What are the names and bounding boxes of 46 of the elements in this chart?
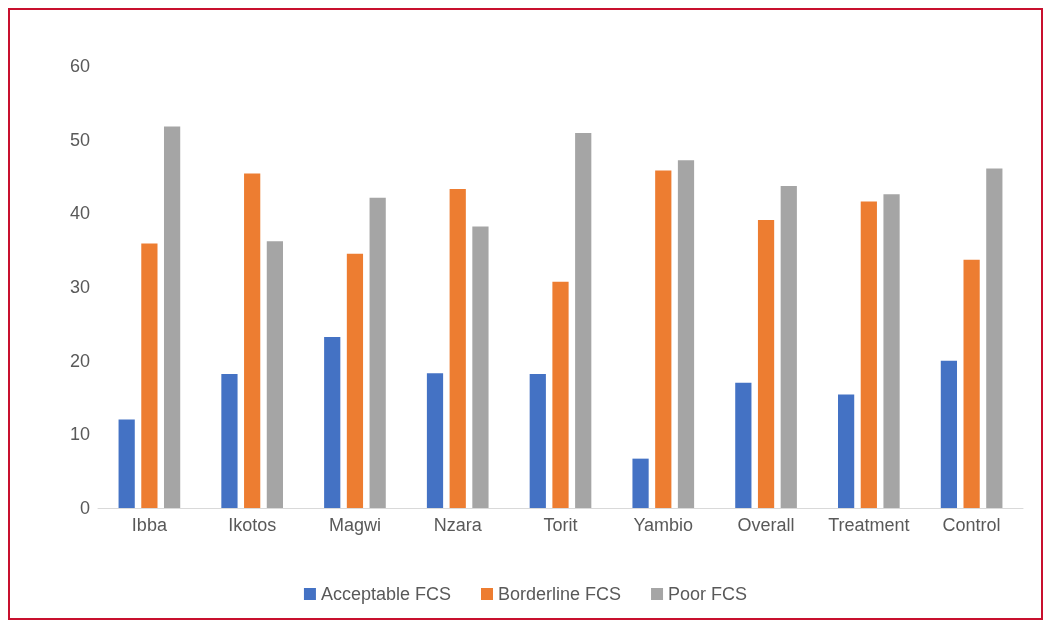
bar: [552, 281, 569, 508]
bar: [369, 197, 386, 508]
bar: [940, 360, 958, 508]
y-tick-label: 0: [79, 498, 90, 518]
bar: [986, 168, 1003, 508]
bar: [757, 219, 775, 508]
bar: [426, 373, 444, 508]
x-tick-label: Yambio: [633, 515, 694, 535]
y-tick-label: 10: [69, 424, 90, 445]
bar: [838, 394, 855, 508]
x-tick-label: Control: [942, 515, 1001, 535]
y-tick-label: 20: [69, 350, 90, 371]
bar: [860, 201, 877, 508]
bar: [324, 337, 341, 508]
bar: [883, 194, 900, 508]
x-tick-label: Magwi: [328, 515, 381, 535]
x-tick-label: Torit: [543, 515, 578, 535]
y-tick-label: 50: [69, 129, 90, 150]
bar: [472, 226, 489, 508]
bar: [529, 373, 546, 508]
y-tick-label: 60: [69, 56, 90, 76]
bar: [575, 133, 592, 508]
x-tick-label: Overall: [737, 515, 795, 535]
bar: [141, 243, 158, 508]
bar: [780, 186, 797, 508]
bar: [221, 373, 238, 508]
bar: [346, 253, 364, 508]
bar: [244, 173, 261, 508]
bar: [118, 419, 135, 508]
bar: [677, 160, 695, 508]
x-tick-label: Treatment: [828, 515, 910, 535]
x-tick-label: Nzara: [433, 515, 483, 535]
x-tick-label: Ibba: [131, 515, 168, 535]
legend-label: Acceptable FCS: [320, 584, 451, 604]
y-tick-label: 40: [69, 203, 90, 224]
bar: [266, 241, 283, 508]
bar: [449, 189, 466, 508]
legend-label: Poor FCS: [668, 584, 748, 604]
bar: [655, 170, 672, 508]
bar: [632, 458, 649, 508]
bar: [163, 126, 181, 508]
y-tick-label: 30: [69, 277, 90, 297]
bar: [735, 382, 752, 508]
x-tick-label: Ikotos: [228, 515, 277, 535]
legend-label: Borderline FCS: [498, 584, 622, 604]
bar: [963, 259, 980, 508]
